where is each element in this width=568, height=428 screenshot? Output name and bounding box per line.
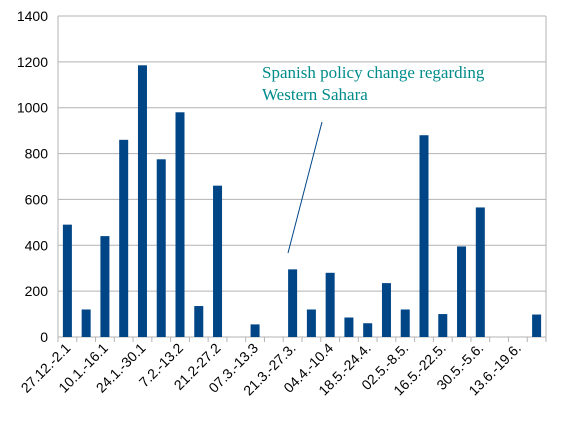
bar-30.5.-5.6. bbox=[475, 207, 485, 337]
y-tick-label: 800 bbox=[25, 146, 49, 162]
bars bbox=[62, 65, 542, 338]
bar-25.4.-1.5. bbox=[381, 283, 391, 337]
bar-16.5.-22.5. bbox=[438, 314, 448, 337]
bar-31.1.-6.2 bbox=[156, 159, 166, 337]
bar-24.1.-30.1 bbox=[137, 65, 147, 338]
bar-9.5.-15.5. bbox=[419, 135, 429, 337]
y-axis-ticks: 0 200 400 600 800 1000 1200 1400 bbox=[17, 8, 48, 345]
y-tick-label: 600 bbox=[25, 191, 49, 207]
bar-18.5.-24.4. bbox=[363, 323, 373, 337]
bar-23.5.-29.5. bbox=[457, 246, 467, 337]
bar-17.1.-23.1 bbox=[119, 139, 129, 337]
annotation-line-2: Western Sahara bbox=[262, 85, 368, 104]
y-tick-label: 1400 bbox=[17, 8, 48, 24]
bar-3.1.-9.1 bbox=[81, 309, 91, 337]
bar-21.3.-27.3. bbox=[288, 269, 298, 337]
bar-7.2.-13.2 bbox=[175, 112, 185, 337]
bar-28.3.-3.4 bbox=[306, 309, 316, 337]
bar-02.5.-8.5. bbox=[400, 309, 410, 337]
y-tick-label: 0 bbox=[40, 329, 48, 345]
bar-14.2.-20.2 bbox=[194, 306, 204, 337]
y-tick-label: 1000 bbox=[17, 100, 48, 116]
annotation-arrow bbox=[287, 121, 323, 254]
bar-10.1.-16.1 bbox=[100, 236, 110, 337]
bar-21.2-27.2 bbox=[213, 185, 223, 337]
bar-04.4.-10.4 bbox=[325, 272, 335, 337]
annotation: Spanish policy change regarding Western … bbox=[262, 63, 485, 254]
bar-20.6.-26.6. bbox=[532, 314, 542, 337]
bar-07.3.-13.3 bbox=[250, 324, 260, 337]
y-tick-label: 400 bbox=[25, 237, 49, 253]
bar-27.12.-2.1 bbox=[62, 224, 72, 337]
y-tick-label: 200 bbox=[25, 283, 49, 299]
annotation-line-1: Spanish policy change regarding bbox=[262, 63, 485, 82]
bar-11.4.-17.4. bbox=[344, 317, 354, 337]
y-tick-label: 1200 bbox=[17, 54, 48, 70]
